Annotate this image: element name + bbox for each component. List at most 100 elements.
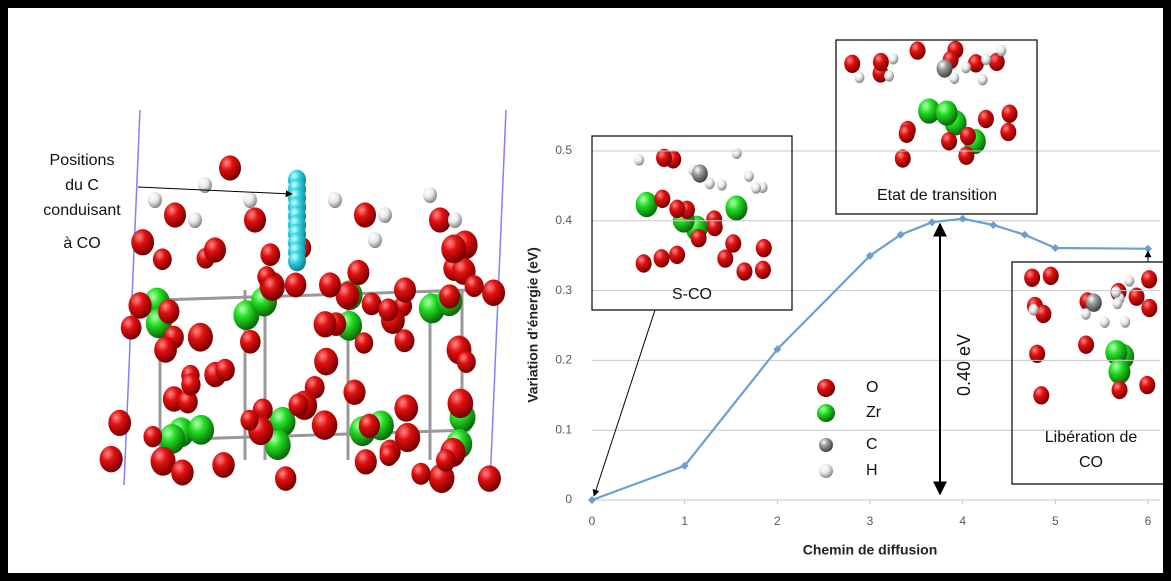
atom	[1128, 287, 1145, 306]
atom	[423, 186, 437, 204]
transition-box	[835, 39, 1038, 215]
atom	[935, 100, 958, 126]
y-tick-label: 0.3	[555, 283, 572, 297]
y-tick-label: 0.4	[555, 213, 572, 227]
atom	[240, 409, 259, 431]
point	[989, 220, 998, 229]
atom	[854, 71, 865, 84]
atom	[435, 449, 456, 472]
atom	[204, 237, 226, 263]
x-tick-label: 5	[1052, 514, 1059, 528]
atom	[959, 126, 976, 146]
atom	[1001, 104, 1018, 123]
positions-arrow	[137, 186, 293, 198]
atom	[394, 277, 416, 303]
atom	[716, 179, 727, 191]
atom	[288, 393, 309, 417]
atom	[394, 394, 419, 422]
atom	[634, 154, 645, 166]
atom	[936, 59, 953, 78]
atom	[154, 336, 177, 363]
x-tick-label: 4	[959, 514, 966, 528]
atom	[704, 177, 715, 190]
atom	[284, 272, 307, 298]
atom	[328, 191, 342, 209]
positions-label: Positions	[50, 152, 115, 169]
atom	[690, 229, 707, 248]
atom	[691, 164, 708, 183]
atom	[411, 462, 431, 485]
point	[896, 230, 905, 239]
positions-label: conduisant	[43, 202, 121, 219]
atom	[751, 182, 762, 194]
atom	[99, 445, 123, 473]
atom	[439, 284, 461, 309]
initial-label: S-CO	[672, 286, 712, 303]
x-axis-title: Chemin de diffusion	[803, 542, 938, 558]
atom	[654, 189, 671, 209]
atom	[1124, 275, 1135, 287]
atom	[755, 238, 772, 258]
atom	[1035, 304, 1052, 324]
atom	[977, 73, 988, 86]
atom	[171, 459, 194, 486]
atom	[243, 191, 257, 209]
atom	[1078, 335, 1095, 354]
atom	[260, 243, 281, 267]
atom	[656, 148, 673, 168]
x-tick-label: 3	[867, 514, 874, 528]
atom	[977, 109, 994, 129]
atom	[477, 465, 501, 492]
atom	[378, 206, 392, 224]
atom	[378, 298, 399, 322]
atom	[429, 207, 451, 233]
atom	[177, 390, 198, 414]
atom	[958, 146, 975, 165]
atom	[394, 329, 415, 353]
atom	[1033, 386, 1050, 405]
atom	[918, 98, 941, 124]
atom	[1105, 339, 1128, 366]
atom	[884, 70, 895, 82]
point	[1051, 244, 1060, 253]
atom-legend-symbol	[817, 379, 835, 397]
positions-label: du C	[65, 177, 99, 194]
atom	[653, 249, 670, 268]
initial-arrow	[592, 309, 656, 497]
atom	[1099, 316, 1110, 328]
atom	[158, 299, 180, 324]
atom	[754, 260, 771, 280]
atom	[447, 388, 474, 419]
atom-legend-label: C	[866, 436, 878, 453]
x-tick-label: 6	[1145, 514, 1152, 528]
atom	[941, 132, 958, 151]
atom	[354, 449, 377, 475]
atom	[187, 322, 213, 352]
atom	[347, 259, 370, 286]
atom	[1080, 308, 1091, 320]
atom	[198, 176, 212, 194]
positions-label: à CO	[63, 235, 100, 252]
atom	[1141, 298, 1158, 318]
atom	[319, 272, 341, 298]
atom	[219, 155, 241, 181]
atom-legend-label: O	[866, 379, 878, 396]
atom	[269, 406, 296, 437]
atom	[731, 147, 742, 159]
y-axis-title: Variation d’énergie (eV)	[525, 247, 541, 403]
atom	[120, 315, 142, 340]
atom	[448, 211, 462, 229]
atom-legend-symbol	[817, 404, 835, 422]
y-tick-label: 0.5	[555, 143, 572, 157]
transition-label: Etat de transition	[877, 187, 997, 204]
atom	[949, 72, 960, 84]
y-tick-label: 0.2	[555, 353, 572, 367]
atom	[1120, 316, 1131, 328]
atom-legend-label: H	[866, 462, 878, 479]
atom	[725, 234, 742, 253]
molecular-illustrations	[99, 40, 1158, 493]
atom	[1085, 293, 1102, 312]
atom	[909, 41, 926, 60]
atom	[212, 452, 235, 478]
